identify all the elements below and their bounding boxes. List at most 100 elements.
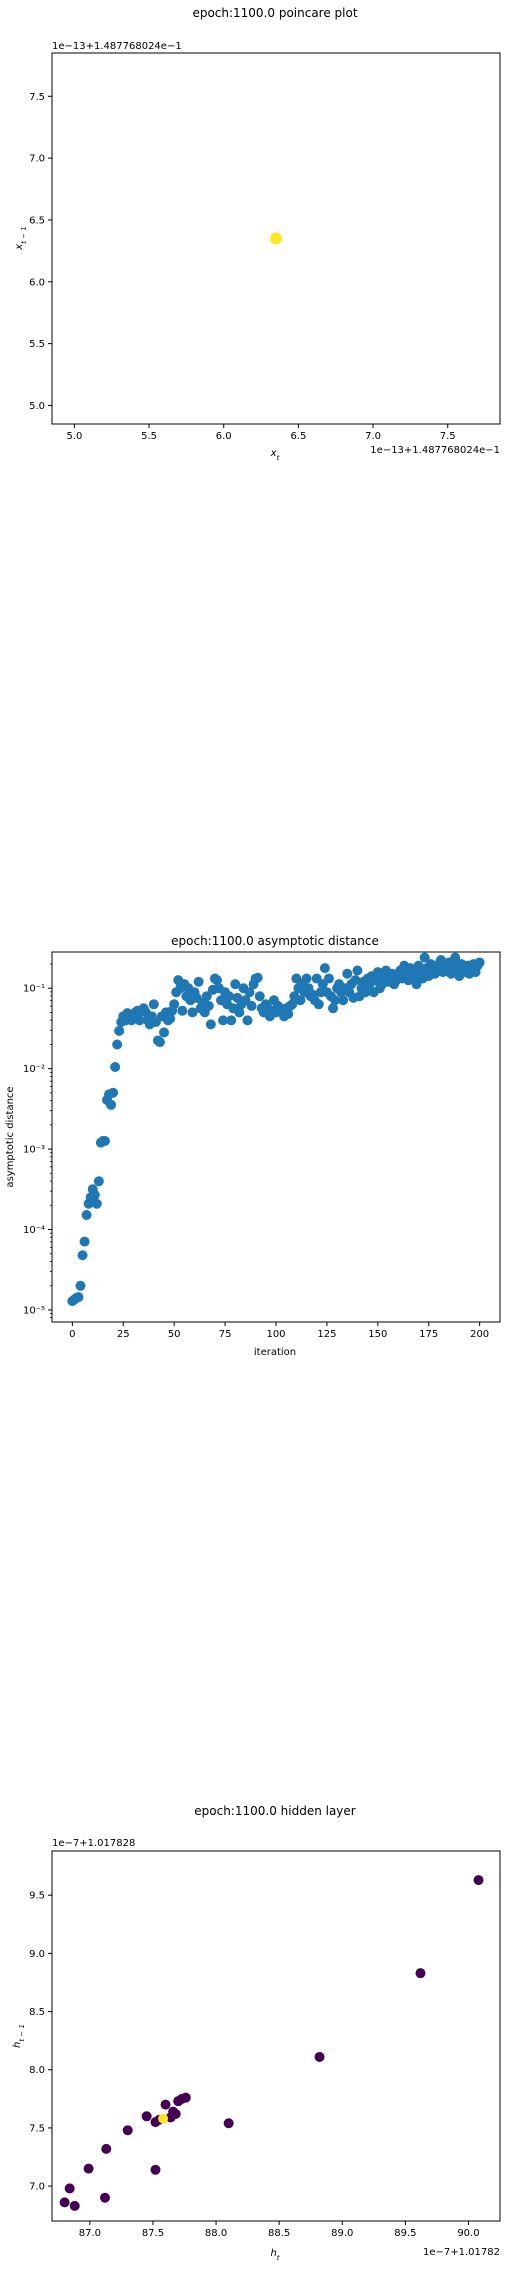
data-point: [246, 1000, 257, 1011]
data-point: [224, 991, 235, 1002]
y-tick-label: 8.0: [29, 2065, 45, 2076]
data-point: [193, 976, 204, 987]
x-tick-label: 150: [368, 1329, 387, 1340]
x-tick-label: 87.0: [79, 2228, 101, 2239]
asymptotic-points: [67, 952, 485, 1307]
y-tick-label: 10⁻⁴: [23, 1225, 45, 1236]
data-point: [101, 2143, 112, 2154]
y-tick-label: 7.0: [29, 2182, 45, 2193]
data-point: [242, 1015, 253, 1026]
data-point: [59, 2197, 70, 2208]
data-point: [79, 1236, 90, 1247]
x-tick-label: 87.5: [142, 2228, 164, 2239]
x-tick-label: 6.0: [216, 431, 232, 442]
data-point: [177, 1005, 188, 1016]
x-tick-label: 90.0: [457, 2228, 479, 2239]
x-tick-label: 5.0: [66, 431, 82, 442]
y-tick-label: 7.5: [29, 2123, 45, 2134]
data-point: [372, 967, 383, 978]
poincare-x-offset: 1e−13+1.487768024e−1: [370, 445, 500, 456]
data-point: [180, 2092, 191, 2103]
data-point: [342, 968, 353, 979]
asymptotic-axes-frame: [51, 951, 501, 1323]
data-point: [226, 1015, 237, 1026]
x-tick-label: 88.0: [205, 2228, 227, 2239]
data-point: [223, 2118, 234, 2129]
hidden-axes-frame: [51, 1850, 501, 2222]
data-point: [69, 2200, 80, 2211]
data-point: [112, 1039, 123, 1050]
data-point: [319, 963, 330, 974]
y-tick-label: 7.5: [29, 92, 45, 103]
x-tick-label: 75: [219, 1329, 232, 1340]
x-tick-label: 25: [117, 1329, 130, 1340]
hidden-layer-chart: epoch:1100.0 hidden layer 1e−7+1.017828 …: [12, 1804, 501, 2262]
data-point: [473, 1875, 484, 1886]
y-tick-label: 10⁻¹: [23, 984, 45, 995]
data-point: [252, 972, 263, 983]
hidden-ticks: 87.0 87.5 88.0 88.5 89.0 89.5 90.0 7.0 7.5 8.0 8.5…: [29, 1891, 479, 2239]
data-point: [205, 1019, 216, 1030]
x-tick-label: 125: [317, 1329, 336, 1340]
x-tick-label: 50: [168, 1329, 181, 1340]
y-tick-label: 10⁻³: [23, 1145, 45, 1156]
data-point: [106, 1099, 117, 1110]
y-tick-label: 5.0: [29, 401, 45, 412]
data-point: [234, 1007, 245, 1018]
data-point: [270, 232, 282, 245]
hidden-x-offset: 1e−7+1.01782: [423, 2247, 500, 2258]
data-point: [330, 995, 341, 1006]
data-point: [91, 1198, 102, 1209]
data-point: [450, 952, 461, 963]
data-point: [100, 2192, 111, 2203]
data-point: [301, 973, 312, 984]
y-tick-label: 9.5: [29, 1891, 45, 1902]
x-tick-label: 89.5: [394, 2228, 416, 2239]
x-tick-label: 0: [69, 1329, 75, 1340]
data-point: [165, 1013, 176, 1024]
y-tick-label: 6.0: [29, 277, 45, 288]
data-point: [352, 965, 363, 976]
poincare-points: [270, 232, 282, 245]
data-point: [313, 999, 324, 1010]
asymptotic-y-label: asymptotic distance: [5, 1086, 16, 1187]
poincare-title: epoch:1100.0 poincare plot: [192, 6, 357, 20]
poincare-axes-frame: [51, 52, 501, 425]
data-point: [254, 991, 265, 1002]
data-point: [323, 973, 334, 984]
data-point: [201, 991, 212, 1002]
hidden-y-label: ht − 1: [12, 2024, 26, 2048]
data-point: [328, 1003, 339, 1014]
y-tick-label: 7.0: [29, 154, 45, 165]
y-tick-label: 8.5: [29, 2007, 45, 2018]
data-point: [419, 952, 430, 963]
data-point: [338, 995, 349, 1006]
data-point: [108, 1087, 119, 1098]
data-point: [141, 2111, 152, 2122]
data-point: [169, 999, 180, 1010]
x-tick-label: 5.5: [141, 431, 157, 442]
poincare-y-offset: 1e−13+1.487768024e−1: [52, 41, 182, 52]
data-point: [230, 979, 241, 990]
data-point: [165, 2112, 176, 2123]
x-tick-label: 7.0: [365, 431, 381, 442]
data-point: [122, 2125, 133, 2136]
data-point: [314, 2051, 325, 2062]
x-tick-label: 88.5: [268, 2228, 290, 2239]
data-point: [159, 1027, 169, 1038]
data-point: [158, 2113, 169, 2124]
poincare-x-label: xt: [270, 448, 280, 462]
poincare-chart: epoch:1100.0 poincare plot 1e−13+1.48776…: [14, 6, 501, 462]
x-tick-label: 175: [419, 1329, 438, 1340]
y-tick-label: 5.5: [29, 339, 45, 350]
data-point: [99, 1136, 110, 1147]
data-point: [148, 999, 159, 1010]
data-point: [295, 995, 306, 1006]
data-point: [75, 1280, 86, 1291]
hidden-y-offset: 1e−7+1.017828: [52, 1838, 135, 1849]
asymptotic-ticks: 0 25 50 75 100 125 150 175 200 10⁻⁵ 10⁻⁴ 10⁻³ 10⁻² 10…: [23, 963, 489, 1340]
hidden-points: [59, 1875, 484, 2211]
data-point: [218, 1015, 229, 1026]
data-point: [81, 1210, 92, 1221]
